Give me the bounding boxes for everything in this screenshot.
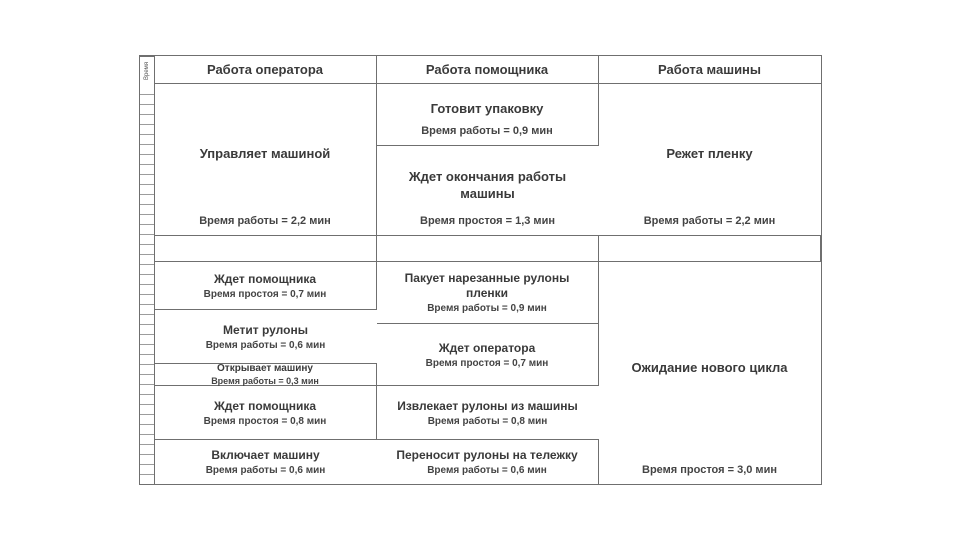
- page: Время Работа оператора Работа помощника …: [0, 0, 960, 540]
- mc-cut-text: Режет пленку: [666, 146, 752, 162]
- as-wait-machine: Ждет окончания работы машины Время прост…: [377, 146, 599, 236]
- op-manage: Управляет машиной Время работы = 2,2 мин: [155, 84, 377, 236]
- op-mark-time: Время работы = 0,6 мин: [206, 340, 326, 351]
- as-wait-op-time: Время простоя = 0,7 мин: [426, 358, 549, 369]
- op-wait-help-1: Ждет помощника Время простоя = 0,7 мин: [155, 262, 377, 310]
- as-wait-op-text: Ждет оператора: [439, 341, 536, 356]
- as-pack-prep: Готовит упаковку Время работы = 0,9 мин: [377, 84, 599, 146]
- header-operator: Работа оператора: [155, 56, 377, 84]
- op-start: Включает машину Время работы = 0,6 мин: [155, 440, 377, 484]
- time-axis-label: Время: [140, 56, 154, 85]
- gap-operator: [155, 236, 377, 262]
- as-extract: Извлекает рулоны из машины Время работы …: [377, 386, 599, 440]
- as-carry-text: Переносит рулоны на тележку: [396, 448, 577, 463]
- as-pack-prep-text: Готовит упаковку: [431, 101, 544, 117]
- op-mark: Метит рулоны Время работы = 0,6 мин: [155, 310, 377, 364]
- op-start-text: Включает машину: [211, 448, 319, 463]
- time-axis-ticks: [140, 85, 154, 484]
- as-wait-machine-time: Время простоя = 1,3 мин: [420, 215, 555, 227]
- op-open: Открывает машину Время работы = 0,3 мин: [155, 364, 377, 386]
- op-manage-text: Управляет машиной: [200, 146, 331, 162]
- grid: Работа оператора Работа помощника Работа…: [155, 56, 821, 484]
- op-wait-help-2-text: Ждет помощника: [214, 399, 316, 414]
- as-extract-time: Время работы = 0,8 мин: [428, 416, 548, 427]
- mc-cut: Режет пленку Время работы = 2,2 мин: [599, 84, 821, 236]
- schedule-table: Время Работа оператора Работа помощника …: [139, 55, 822, 485]
- mc-cut-time: Время работы = 2,2 мин: [644, 215, 776, 227]
- as-wait-machine-text: Ждет окончания работы машины: [385, 169, 591, 202]
- mc-wait-cycle-time: Время простоя = 3,0 мин: [642, 464, 777, 476]
- op-manage-time: Время работы = 2,2 мин: [199, 215, 331, 227]
- as-extract-text: Извлекает рулоны из машины: [397, 399, 578, 414]
- gap-machine: [599, 236, 821, 262]
- op-open-text: Открывает машину: [217, 363, 313, 376]
- header-assistant: Работа помощника: [377, 56, 599, 84]
- as-wait-op: Ждет оператора Время простоя = 0,7 мин: [377, 324, 599, 386]
- time-axis: Время: [140, 56, 155, 484]
- mc-wait-cycle: Ожидание нового цикла Время простоя = 3,…: [599, 262, 821, 484]
- op-start-time: Время работы = 0,6 мин: [206, 465, 326, 476]
- op-wait-help-1-text: Ждет помощника: [214, 272, 316, 287]
- header-machine: Работа машины: [599, 56, 821, 84]
- as-pack-rolls-time: Время работы = 0,9 мин: [427, 303, 547, 314]
- op-wait-help-2-time: Время простоя = 0,8 мин: [204, 416, 327, 427]
- as-pack-prep-time: Время работы = 0,9 мин: [421, 125, 553, 137]
- as-carry-time: Время работы = 0,6 мин: [427, 465, 547, 476]
- gap-assistant: [377, 236, 599, 262]
- mc-wait-cycle-text: Ожидание нового цикла: [632, 360, 788, 376]
- op-mark-text: Метит рулоны: [223, 323, 308, 338]
- as-pack-rolls-text: Пакует нарезанные рулоны пленки: [385, 271, 590, 301]
- op-wait-help-2: Ждет помощника Время простоя = 0,8 мин: [155, 386, 377, 440]
- op-open-time: Время работы = 0,3 мин: [211, 376, 319, 386]
- as-carry: Переносит рулоны на тележку Время работы…: [377, 440, 599, 484]
- as-pack-rolls: Пакует нарезанные рулоны пленки Время ра…: [377, 262, 599, 324]
- op-wait-help-1-time: Время простоя = 0,7 мин: [204, 289, 327, 300]
